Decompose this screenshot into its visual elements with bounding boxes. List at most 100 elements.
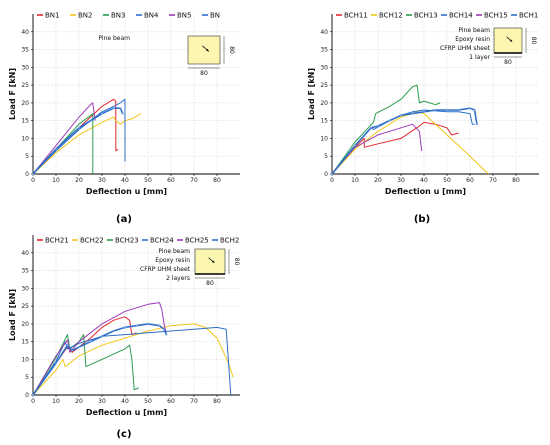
legend-entry: BN2 <box>78 12 93 20</box>
inset-label: Pine beam <box>98 35 130 42</box>
x-tick-label: 30 <box>397 177 405 184</box>
y-axis-label: Load F [kN] <box>8 68 17 120</box>
y-tick-label: 10 <box>21 135 29 142</box>
x-tick-label: 0 <box>330 177 334 184</box>
series-point-bch2 <box>54 361 58 365</box>
dimension-right: 80 <box>233 258 240 266</box>
series-point-bch1 <box>468 107 472 110</box>
y-tick-label: 40 <box>320 29 328 36</box>
x-tick-label: 40 <box>420 177 428 184</box>
series-point-bn <box>31 172 35 176</box>
x-tick-label: 50 <box>443 177 451 184</box>
series-point-bch2 <box>71 349 74 352</box>
series-point-bch2 <box>89 340 92 343</box>
cross-section-inset: 80 80 Pine beam <box>98 35 235 77</box>
x-tick-label: 0 <box>31 177 35 184</box>
inset-label: CFRP UHM sheet <box>140 266 191 273</box>
series-point-bn <box>77 126 81 129</box>
x-axis-label: Deflection u [mm] <box>385 187 466 196</box>
series-line-bch22 <box>32 323 234 396</box>
x-tick-label: 40 <box>121 398 129 405</box>
series-line-bch23 <box>32 334 139 396</box>
y-tick-label: 40 <box>21 29 29 36</box>
series-point-bn <box>54 148 58 151</box>
series-point-bch1 <box>370 126 373 129</box>
panel-label: (a) <box>116 214 132 225</box>
legend-entry: BCH1 <box>519 12 538 20</box>
arrow-head <box>205 48 209 52</box>
dimension-bottom: 80 <box>206 280 214 287</box>
y-tick-label: 30 <box>21 64 29 71</box>
y-tick-label: 15 <box>21 118 29 125</box>
legend-entry: BCH22 <box>80 237 104 245</box>
legend-entry: BCH15 <box>484 12 508 20</box>
dimension-right: 80 <box>530 37 537 45</box>
x-tick-label: 70 <box>190 177 198 184</box>
y-tick-label: 5 <box>324 153 328 160</box>
series-point-bn <box>112 107 115 110</box>
legend-entry: BN <box>210 12 220 20</box>
inset-label: CFRP UHM sheet <box>440 45 491 52</box>
series-point-bch2 <box>123 326 127 329</box>
arrow-head <box>509 39 513 42</box>
series-point-bch1 <box>330 172 334 176</box>
series-point-bn <box>100 112 104 115</box>
x-tick-label: 70 <box>190 398 198 405</box>
beam-section <box>194 248 226 275</box>
y-tick-label: 35 <box>320 47 328 54</box>
series-point-bch1 <box>411 112 414 115</box>
series-point-bch2 <box>158 324 161 327</box>
cross-section-inset: 80 80 Pine beam Epoxy resin CFRP UHM sheet 1 … <box>440 27 537 66</box>
legend-entry: BCH21 <box>45 237 69 245</box>
x-axis-label: Deflection u [mm] <box>86 187 167 196</box>
y-tick-label: 20 <box>21 321 29 328</box>
series-point-bch2 <box>163 328 166 331</box>
x-tick-label: 50 <box>144 398 152 405</box>
dimension-bottom: 80 <box>200 70 208 77</box>
inset-label: Pine beam <box>158 248 190 255</box>
series-line-bn2 <box>32 113 142 175</box>
x-tick-label: 60 <box>167 177 175 184</box>
series-line-bch25 <box>32 302 167 396</box>
series-point-bn <box>119 107 122 110</box>
x-tick-label: 20 <box>75 177 83 184</box>
series-line-bch2 <box>32 323 168 396</box>
legend: BN1 BN2 BN3 BN4 BN5 BN <box>37 12 220 20</box>
legend-entry: BN5 <box>177 12 192 20</box>
inset-label: Epoxy resin <box>155 257 190 264</box>
y-tick-label: 20 <box>21 100 29 107</box>
series-point-bch1 <box>457 108 460 112</box>
series-point-bch2 <box>100 335 104 338</box>
arrow-head <box>211 260 215 263</box>
y-tick-label: 0 <box>25 392 29 399</box>
series-line-bn5 <box>32 102 96 175</box>
y-tick-label: 0 <box>324 171 328 178</box>
series-line-bch14 <box>331 109 475 175</box>
legend-entry: BCH14 <box>449 12 473 20</box>
series-point-bch1 <box>445 108 449 112</box>
legend-entry: BN1 <box>45 12 60 20</box>
x-tick-label: 70 <box>489 177 497 184</box>
y-tick-label: 10 <box>320 135 328 142</box>
series-line-bch12 <box>331 111 489 175</box>
inset-label: 2 layers <box>166 275 190 282</box>
x-axis-label: Deflection u [mm] <box>86 408 167 417</box>
y-tick-label: 10 <box>21 356 29 363</box>
chart-panel-c: 0 10 20 30 40 50 60 70 80 0 5 10 15 20 25 30 35 40 Deflect… <box>8 235 240 440</box>
series-point-bch2 <box>165 333 168 336</box>
legend-entry: BCH13 <box>414 12 438 20</box>
y-tick-label: 0 <box>25 171 29 178</box>
chart-panel-a: 0 10 20 30 40 50 60 70 80 0 5 10 15 20 25 30 35 40 Deflect… <box>8 12 240 225</box>
series-point-bch1 <box>473 108 476 112</box>
panel-label: (b) <box>414 214 430 225</box>
y-axis-label: Load F [kN] <box>8 289 17 341</box>
legend-entry: BN3 <box>111 12 126 20</box>
x-tick-label: 10 <box>52 398 60 405</box>
dimension-bottom: 80 <box>504 59 512 66</box>
y-tick-label: 15 <box>21 339 29 346</box>
series-point-bch2 <box>31 393 35 397</box>
y-tick-label: 35 <box>21 268 29 275</box>
series-line-bn4 <box>32 98 126 175</box>
x-tick-label: 60 <box>466 177 474 184</box>
x-tick-label: 30 <box>98 398 106 405</box>
